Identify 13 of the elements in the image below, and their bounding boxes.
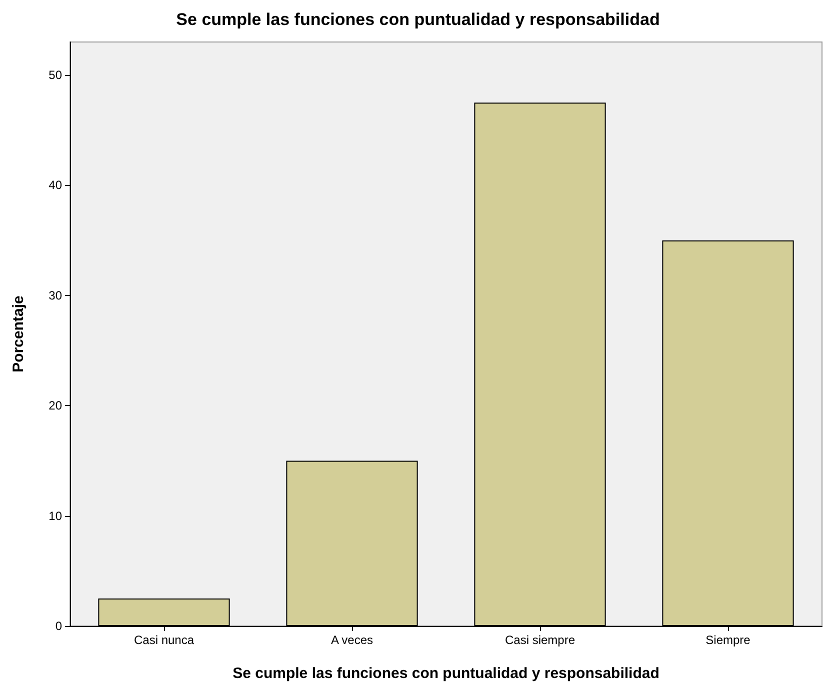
- y-axis-title: Porcentaje: [10, 296, 27, 372]
- x-tick-label: Casi nunca: [134, 633, 194, 647]
- x-tick-label: A veces: [330, 633, 374, 647]
- x-tick-label: Siempre: [706, 633, 751, 647]
- x-tick-label: Casi siempre: [504, 633, 576, 647]
- y-tick-label: 30: [48, 288, 62, 302]
- y-tick-label: 20: [48, 398, 62, 413]
- x-axis-title: Se cumple las funciones con puntualidad y responsabilidad: [232, 665, 660, 682]
- y-tick-label: 50: [48, 68, 62, 82]
- y-tick-label: 40: [48, 178, 62, 192]
- y-tick-label: 10: [48, 508, 62, 523]
- y-tick-label: 0: [55, 619, 62, 633]
- chart-title: Se cumple las funciones con puntualidad y responsabilidad: [176, 10, 660, 29]
